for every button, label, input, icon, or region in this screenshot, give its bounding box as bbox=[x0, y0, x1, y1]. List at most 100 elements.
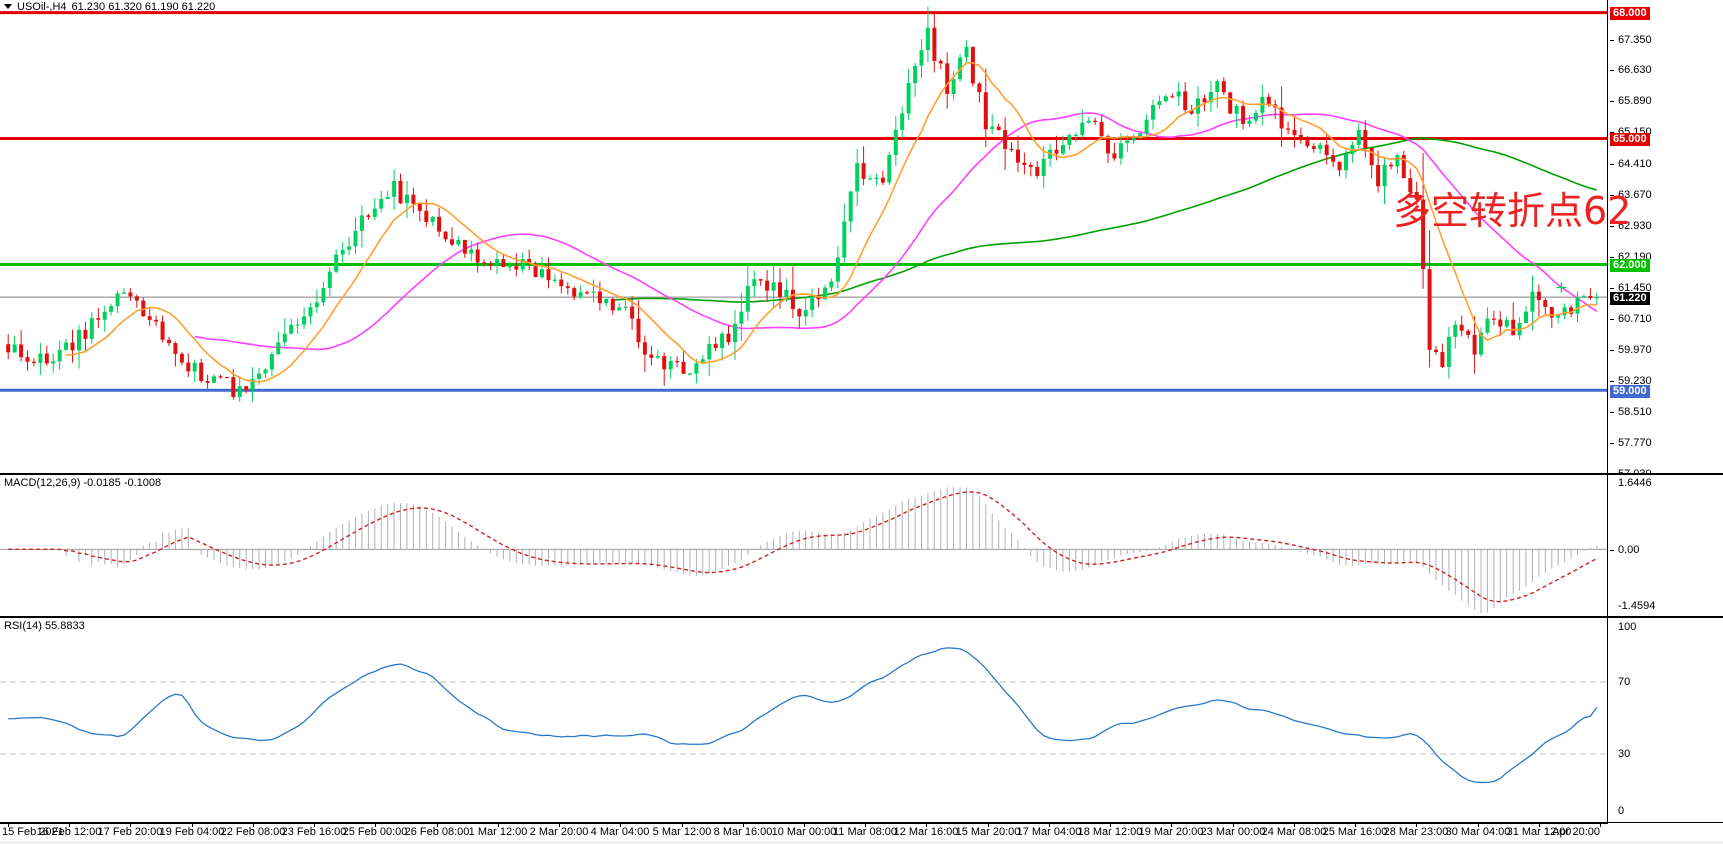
time-axis-tick bbox=[1233, 823, 1234, 827]
price-plot-area[interactable] bbox=[0, 0, 1608, 473]
time-axis-tick bbox=[1600, 823, 1601, 827]
chart-header: USOil-,H4 61.230 61.320 61.190 61.220 bbox=[0, 0, 1723, 13]
time-axis-label: 30 Mar 04:00 bbox=[1445, 826, 1511, 838]
price-level-tag: 65.000 bbox=[1610, 133, 1650, 146]
rsi-axis[interactable]: 100 70 30 0 bbox=[1608, 618, 1723, 822]
time-axis-tick bbox=[1171, 823, 1172, 827]
rsi-tick: 70 bbox=[1618, 676, 1631, 688]
time-axis-label: 22 Feb 08:00 bbox=[220, 826, 286, 838]
time-axis-label: 15 Mar 20:00 bbox=[955, 826, 1021, 838]
time-axis-tick bbox=[69, 823, 70, 827]
time-axis-tick bbox=[1049, 823, 1050, 827]
time-axis-tick bbox=[437, 823, 438, 827]
ohlc-values-label: 61.230 61.320 61.190 61.220 bbox=[71, 0, 216, 13]
time-axis-tick bbox=[130, 823, 131, 827]
price-tick: 65.150 bbox=[1610, 126, 1652, 138]
time-axis-tick bbox=[8, 823, 9, 827]
time-axis-label: 17 Feb 20:00 bbox=[97, 826, 163, 838]
time-axis-label: 19 Feb 04:00 bbox=[159, 826, 225, 838]
price-tick: 57.770 bbox=[1610, 437, 1652, 449]
time-axis-label: 10 Mar 00:00 bbox=[771, 826, 837, 838]
time-axis-label: 25 Mar 16:00 bbox=[1322, 826, 1388, 838]
time-axis-label: 1 Mar 12:00 bbox=[468, 826, 528, 838]
price-axis[interactable]: 67.350 66.630 65.890 65.150 64.410 63.670 62.9… bbox=[1608, 0, 1723, 480]
time-axis-tick bbox=[926, 823, 927, 827]
time-axis-label: 4 Mar 04:00 bbox=[590, 826, 650, 838]
time-axis-label: 15 Feb 2021 bbox=[2, 826, 64, 838]
time-axis-label: 26 Feb 08:00 bbox=[404, 826, 470, 838]
time-axis-label: 23 Feb 16:00 bbox=[281, 826, 347, 838]
macd-axis[interactable]: 1.6446 0.00 -1.4594 bbox=[1608, 475, 1723, 616]
price-tick: 62.930 bbox=[1610, 220, 1652, 232]
time-axis-tick bbox=[253, 823, 254, 827]
price-tick: 58.510 bbox=[1610, 406, 1652, 418]
price-tick: 63.670 bbox=[1610, 189, 1652, 201]
price-tick: 67.350 bbox=[1610, 34, 1652, 46]
price-level-tag: 68.000 bbox=[1610, 7, 1650, 20]
symbol-period-label: USOil-,H4 bbox=[17, 0, 67, 13]
horizontal-scrollbar[interactable] bbox=[0, 841, 1723, 844]
time-axis-label: 2 Mar 20:00 bbox=[529, 826, 589, 838]
time-axis-label: 5 Mar 12:00 bbox=[652, 826, 712, 838]
macd-series-layer bbox=[0, 486, 1607, 614]
price-level-tag: 61.220 bbox=[1610, 292, 1650, 305]
rsi-series-layer bbox=[0, 647, 1607, 784]
time-axis-tick bbox=[620, 823, 621, 827]
time-axis-tick bbox=[192, 823, 193, 827]
rsi-tick: 0 bbox=[1618, 805, 1625, 817]
price-tick: 59.230 bbox=[1610, 375, 1652, 387]
macd-plot-area[interactable]: MACD(12,26,9) -0.0185 -0.1008 bbox=[0, 475, 1608, 616]
time-axis-label: 18 Mar 12:00 bbox=[1077, 826, 1143, 838]
time-axis-tick bbox=[1294, 823, 1295, 827]
chart-annotation-text: 多空转折点62 bbox=[1393, 189, 1632, 233]
macd-tick: -1.4594 bbox=[1618, 600, 1656, 612]
caret-down-icon[interactable] bbox=[4, 4, 12, 9]
time-axis-tick bbox=[498, 823, 499, 827]
rsi-panel: RSI(14) 55.8833 100 70 30 0 bbox=[0, 617, 1723, 823]
time-axis-tick bbox=[1110, 823, 1111, 827]
price-level-tag: 62.000 bbox=[1610, 259, 1650, 272]
time-axis-tick bbox=[682, 823, 683, 827]
rsi-indicator-label: RSI(14) 55.8833 bbox=[4, 620, 85, 632]
time-axis-tick bbox=[375, 823, 376, 827]
price-tick: 66.630 bbox=[1610, 64, 1652, 76]
time-axis-label: 16 Feb 12:00 bbox=[36, 826, 102, 838]
price-panel: 67.350 66.630 65.890 65.150 64.410 63.670 62.9… bbox=[0, 0, 1723, 480]
time-axis-label: 1 Apr 20:00 bbox=[1543, 826, 1600, 838]
price-series-layer bbox=[0, 6, 1607, 402]
price-tick: 59.970 bbox=[1610, 344, 1652, 356]
macd-tick: 0.00 bbox=[1609, 544, 1640, 556]
time-axis-tick bbox=[804, 823, 805, 827]
time-axis-label: 11 Mar 08:00 bbox=[832, 826, 898, 838]
time-axis-label: 24 Mar 08:00 bbox=[1261, 826, 1327, 838]
time-axis-label: 8 Mar 16:00 bbox=[713, 826, 773, 838]
time-axis-label: 23 Mar 00:00 bbox=[1200, 826, 1266, 838]
time-axis-tick bbox=[1539, 823, 1540, 827]
price-level-tag: 59.000 bbox=[1610, 385, 1650, 398]
time-axis-tick bbox=[1416, 823, 1417, 827]
rsi-tick: 30 bbox=[1618, 748, 1631, 760]
time-axis-label: 17 Mar 04:00 bbox=[1016, 826, 1082, 838]
time-axis-tick bbox=[1478, 823, 1479, 827]
time-axis-label: 12 Mar 16:00 bbox=[893, 826, 959, 838]
price-tick: 65.890 bbox=[1610, 95, 1652, 107]
price-tick: 60.710 bbox=[1610, 313, 1652, 325]
rsi-plot-area[interactable]: RSI(14) 55.8833 bbox=[0, 618, 1608, 822]
price-tick: 64.410 bbox=[1610, 158, 1652, 170]
macd-indicator-label: MACD(12,26,9) -0.0185 -0.1008 bbox=[4, 477, 162, 489]
time-axis-tick bbox=[1355, 823, 1356, 827]
time-axis-tick bbox=[559, 823, 560, 827]
time-axis[interactable]: 15 Feb 2021 16 Feb 12:00 17 Feb 20:00 19 Fe… bbox=[0, 823, 1723, 844]
macd-panel: MACD(12,26,9) -0.0185 -0.1008 1.6446 0.00… bbox=[0, 474, 1723, 617]
time-axis-tick bbox=[988, 823, 989, 827]
time-axis-label: 19 Mar 20:00 bbox=[1138, 826, 1204, 838]
time-axis-tick bbox=[314, 823, 315, 827]
rsi-tick: 100 bbox=[1618, 621, 1637, 633]
time-axis-label: 28 Mar 23:00 bbox=[1383, 826, 1449, 838]
time-axis-label: 31 Mar 12:00 bbox=[1506, 826, 1572, 838]
price-tick: 62.190 bbox=[1610, 251, 1652, 263]
time-axis-tick bbox=[743, 823, 744, 827]
time-axis-tick bbox=[865, 823, 866, 827]
macd-tick: 1.6446 bbox=[1618, 477, 1652, 489]
